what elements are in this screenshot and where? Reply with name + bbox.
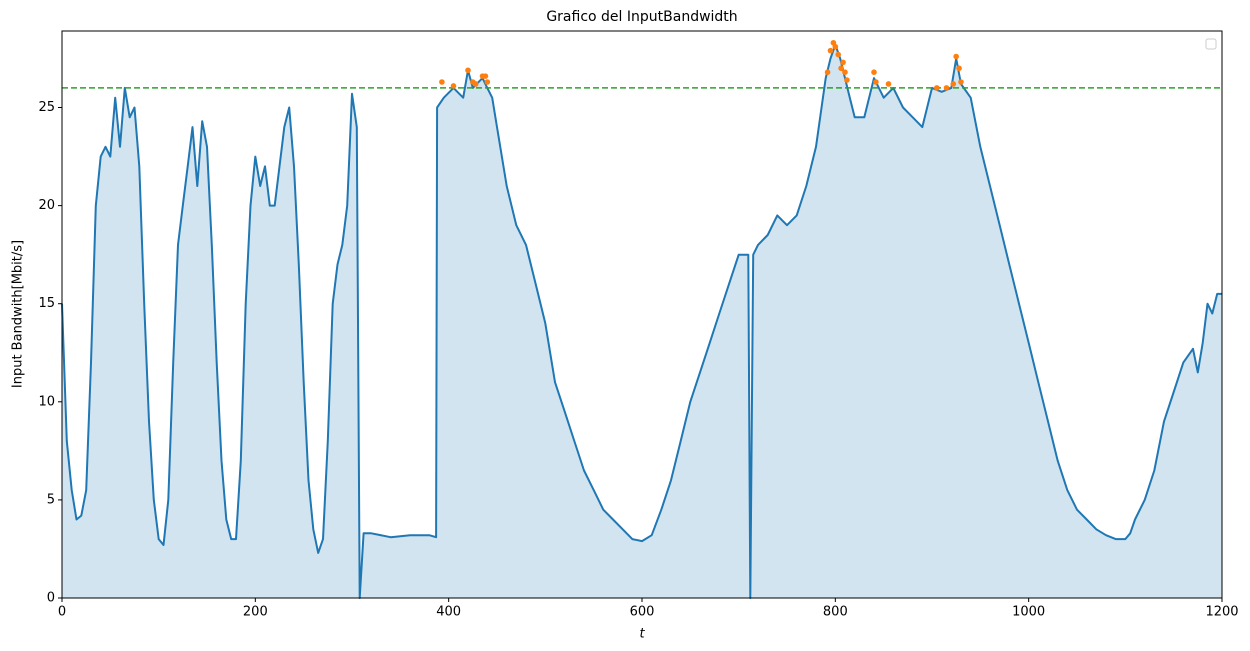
x-tick-label: 800 [823,605,848,620]
y-tick-label: 0 [47,591,55,606]
data-point [958,79,964,85]
data-point [956,65,962,72]
x-tick-label: 600 [630,605,655,620]
data-point [885,81,892,87]
x-tick-label: 200 [243,605,268,620]
data-point [484,79,491,85]
data-point [844,77,850,83]
data-point [827,47,834,54]
y-tick-label: 25 [38,100,55,115]
area-fill [62,44,1222,598]
legend-box [1205,38,1217,50]
data-point [871,69,877,76]
data-point [450,83,457,89]
y-axis-label: Input Bandwith[Mbit/s] [11,240,26,388]
y-tick-label: 5 [47,492,55,507]
data-point [832,43,839,50]
data-point [439,79,445,85]
data-point [842,69,848,76]
data-point [840,59,846,66]
data-point [465,67,471,74]
chart-title: Grafico del InputBandwidth [546,9,737,25]
x-tick-label: 1000 [1012,605,1045,620]
data-point [472,81,479,87]
x-axis-label: t [639,627,645,642]
data-point [824,69,831,76]
y-tick-label: 20 [38,198,55,213]
x-tick-label: 400 [436,605,461,620]
data-point [950,81,957,87]
y-tick-label: 10 [38,394,55,409]
x-tick-label: 1200 [1205,605,1238,620]
data-point [934,85,940,91]
data-line [61,43,1222,599]
data-point [482,73,489,79]
data-point [835,51,842,58]
data-point [838,65,844,72]
data-point [873,79,879,85]
data-point [943,85,950,91]
data-point [953,53,959,60]
y-tick-label: 15 [38,296,55,311]
x-tick-label: 0 [58,605,66,620]
